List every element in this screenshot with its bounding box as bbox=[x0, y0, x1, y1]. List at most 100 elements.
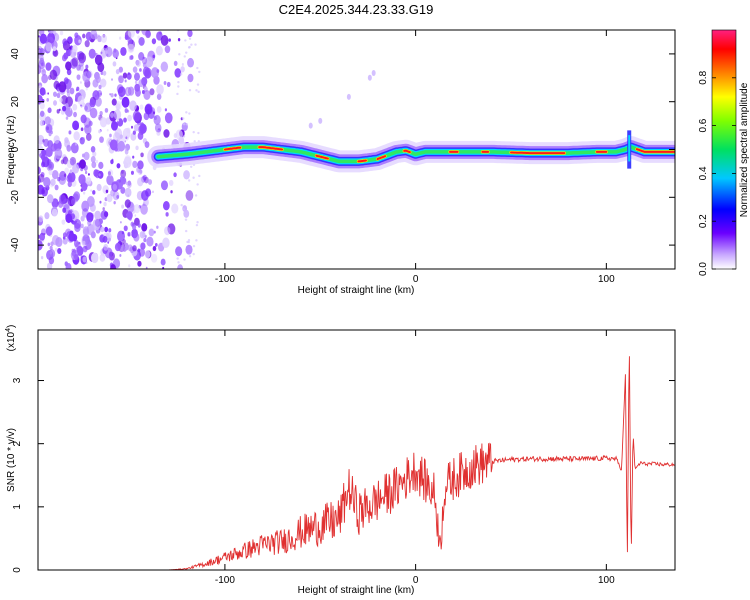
noise-blob bbox=[171, 203, 179, 214]
noise-blob bbox=[79, 81, 82, 84]
noise-blob bbox=[118, 66, 124, 73]
spectrogram-ridge bbox=[147, 130, 675, 173]
noise-blob bbox=[117, 86, 126, 98]
noise-blob bbox=[120, 244, 126, 252]
snr-multiplier-close: ) bbox=[6, 325, 17, 328]
noise-blob bbox=[45, 146, 53, 158]
noise-blob bbox=[141, 232, 146, 238]
noise-dot bbox=[184, 39, 187, 42]
noise-blob bbox=[39, 120, 45, 127]
noise-dot bbox=[198, 174, 201, 178]
noise-blob bbox=[99, 117, 108, 128]
noise-blob bbox=[132, 155, 135, 159]
noise-blob bbox=[177, 264, 183, 269]
noise-blob bbox=[38, 134, 45, 145]
noise-blob bbox=[80, 223, 84, 229]
noise-dot bbox=[192, 244, 196, 248]
colorbar-tick-label: 0.0 bbox=[698, 262, 709, 276]
noise-blob bbox=[138, 36, 145, 46]
snr-axes: -100 0 100 0 1 2 3 bbox=[12, 330, 675, 586]
noise-blob bbox=[65, 61, 72, 71]
noise-blob bbox=[90, 155, 96, 163]
noise-blob bbox=[126, 181, 132, 188]
noise-blob bbox=[120, 169, 127, 178]
noise-blob bbox=[64, 137, 69, 144]
noise-blob bbox=[51, 208, 58, 217]
noise-blob bbox=[47, 242, 51, 247]
noise-blob bbox=[99, 136, 104, 143]
colorbar-tick-label: 0.8 bbox=[698, 70, 709, 84]
noise-blob bbox=[168, 38, 171, 42]
noise-blob bbox=[48, 256, 55, 265]
noise-blob bbox=[47, 107, 52, 114]
noise-blob bbox=[122, 127, 131, 139]
noise-blob bbox=[92, 190, 96, 195]
noise-blob bbox=[97, 115, 100, 118]
noise-blob bbox=[129, 55, 133, 61]
noise-dot bbox=[177, 261, 180, 264]
noise-dot bbox=[183, 258, 186, 261]
noise-blob bbox=[52, 46, 57, 52]
colorbar-tick-label: 0.2 bbox=[698, 214, 709, 228]
noise-blob bbox=[141, 223, 148, 232]
noise-blob bbox=[65, 263, 72, 269]
noise-blob bbox=[132, 110, 141, 122]
snr-panel: -100 0 100 0 1 2 3 Height of straight line (km… bbox=[5, 325, 676, 596]
noise-blob bbox=[65, 213, 73, 224]
noise-blob bbox=[78, 59, 85, 67]
noise-blob bbox=[133, 124, 140, 132]
noise-blob bbox=[116, 163, 121, 169]
noise-blob bbox=[185, 244, 193, 255]
noise-dot bbox=[192, 176, 195, 179]
noise-blob bbox=[129, 100, 137, 111]
ridge-band-4 bbox=[156, 145, 675, 164]
noise-blob bbox=[61, 219, 66, 225]
noise-blob bbox=[45, 226, 53, 236]
noise-blob bbox=[162, 237, 170, 248]
noise-blob bbox=[137, 160, 144, 170]
noise-blob bbox=[117, 140, 126, 152]
noise-blob bbox=[89, 98, 96, 108]
noise-blob bbox=[51, 234, 60, 246]
noise-blob bbox=[127, 37, 133, 44]
ridge-red bbox=[357, 159, 367, 163]
noise-blob bbox=[71, 208, 74, 212]
snr-multiplier-exp: 4 bbox=[5, 328, 12, 332]
noise-blob bbox=[151, 38, 157, 45]
noise-blob bbox=[89, 107, 98, 119]
noise-blob bbox=[109, 112, 114, 118]
noise-blob bbox=[180, 66, 185, 73]
noise-blob bbox=[116, 194, 120, 199]
noise-dot bbox=[180, 203, 183, 207]
noise-blob bbox=[50, 143, 57, 152]
noise-blob bbox=[67, 171, 76, 183]
noise-blob bbox=[124, 79, 127, 83]
noise-blob bbox=[137, 35, 140, 40]
stray-blob bbox=[367, 74, 372, 81]
spectrogram-xtick-label: 100 bbox=[598, 274, 615, 285]
spectrogram-ytick-label: 0 bbox=[10, 146, 21, 152]
noise-blob bbox=[100, 226, 105, 233]
noise-blob bbox=[173, 172, 177, 178]
noise-blob bbox=[98, 129, 101, 134]
noise-blob bbox=[70, 213, 76, 220]
noise-blob bbox=[144, 104, 153, 115]
noise-blob bbox=[38, 166, 41, 175]
noise-blob bbox=[92, 34, 94, 37]
noise-blob bbox=[163, 129, 170, 138]
noise-blob bbox=[108, 228, 112, 233]
noise-blob bbox=[68, 232, 75, 242]
noise-blob bbox=[94, 96, 102, 107]
noise-blob bbox=[87, 219, 92, 226]
noise-blob bbox=[152, 54, 156, 59]
noise-blob bbox=[119, 134, 123, 139]
snr-multiplier-base: (x10 bbox=[6, 331, 17, 351]
noise-blob bbox=[70, 142, 79, 154]
noise-blob bbox=[61, 54, 67, 62]
spectrogram-ytick-label: 20 bbox=[10, 96, 21, 108]
noise-dot bbox=[187, 240, 190, 244]
noise-blob bbox=[107, 171, 111, 176]
noise-blob bbox=[123, 156, 132, 168]
noise-blob bbox=[127, 232, 131, 237]
stray-blob bbox=[308, 122, 313, 129]
